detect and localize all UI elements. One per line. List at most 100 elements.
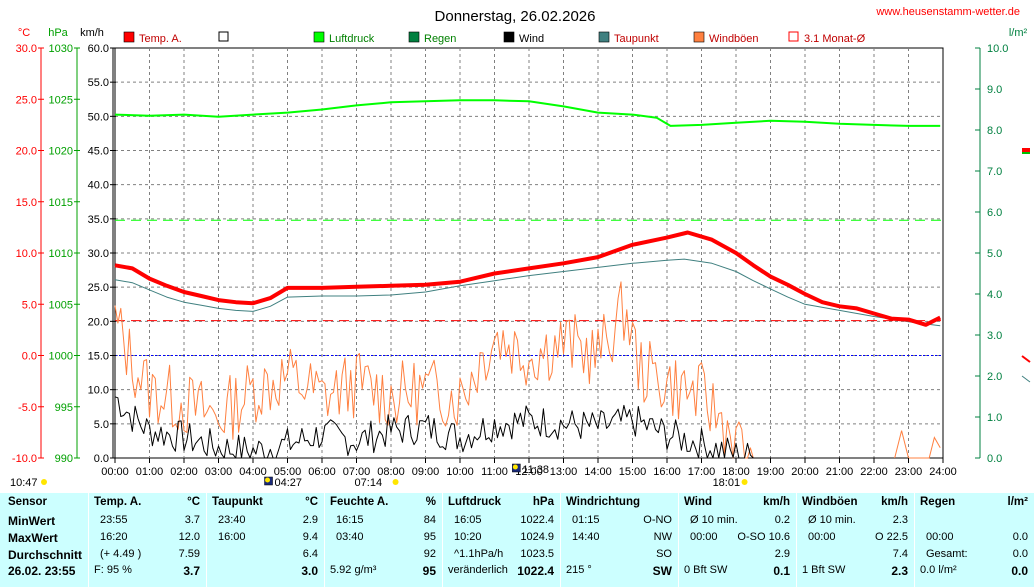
axis-x-label: 21:00 xyxy=(826,466,854,478)
stats-value: 9.4 xyxy=(302,531,318,543)
weather-chart: Donnerstag, 26.02.2026 www.heusenstamm-w… xyxy=(10,6,1031,489)
stats-value: 2.3 xyxy=(891,564,908,578)
series-windboeen-tail xyxy=(894,430,941,459)
stats-note: 00:00 xyxy=(690,531,718,543)
stats-value: 1022.4 xyxy=(520,514,554,526)
axis-wind-label: 35.0 xyxy=(88,214,109,226)
stats-column: Luftdruck hPa 16:05 1022.4 10:20 1024.9 ^1.1hP… xyxy=(442,493,560,587)
trend-indicator xyxy=(1021,375,1031,383)
axis-x-label: 19:00 xyxy=(757,466,785,478)
stats-note: 10:20 xyxy=(454,531,482,543)
axis-x-label: 15:00 xyxy=(619,466,647,478)
axis-wind-label: 25.0 xyxy=(88,282,109,294)
stats-note: veränderlich xyxy=(448,564,508,576)
axis-rain-label: 0.0 xyxy=(987,453,1002,465)
stats-note: 03:40 xyxy=(336,531,364,543)
marker-time: 10:47 xyxy=(10,477,38,489)
stats-value: 7.59 xyxy=(178,548,200,560)
axis-x-label: 17:00 xyxy=(688,466,716,478)
stats-value: 1022.4 xyxy=(517,564,554,578)
stats-header: Temp. A. xyxy=(94,496,142,508)
site-link[interactable]: www.heusenstamm-wetter.de xyxy=(875,6,1020,18)
stats-note: 00:00 xyxy=(926,531,954,543)
stats-header: Windböen xyxy=(802,496,858,508)
stats-note: 16:20 xyxy=(100,531,128,543)
stats-note: 00:00 xyxy=(808,531,836,543)
stats-separator xyxy=(914,493,915,587)
legend-label: Wind xyxy=(519,33,544,45)
stats-note: 5.92 g/m³ xyxy=(330,564,377,576)
axis-pressure-label: 990 xyxy=(55,453,73,465)
axis-x-label: 05:00 xyxy=(274,466,302,478)
stats-value: 0.2 xyxy=(774,514,790,526)
axis-rain-label: 5.0 xyxy=(987,248,1002,260)
axis-x-label: 01:00 xyxy=(136,466,164,478)
series-luftdruck xyxy=(114,99,941,127)
legend-label: Windböen xyxy=(709,33,759,45)
stats-column: Taupunkt °C 23:40 2.9 16:00 9.4 6.4 3.0 xyxy=(206,493,324,587)
stats-note: Gesamt: xyxy=(926,548,968,560)
axis-rain-label: 2.0 xyxy=(987,371,1002,383)
stats-value: 12.0 xyxy=(178,531,200,543)
axis-temp-label: 20.0 xyxy=(16,146,37,158)
stats-value: 3.7 xyxy=(184,514,200,526)
axis-temp-label: 15.0 xyxy=(16,197,37,209)
stats-header: Luftdruck xyxy=(448,496,502,508)
unit-pressure: hPa xyxy=(48,27,68,39)
stats-column: Feuchte A.% 16:15 84 03:40 95 92 5.92 g/m³ 95 xyxy=(324,493,442,587)
axis-rain-label: 3.0 xyxy=(987,330,1002,342)
stats-value: O-SO 10.6 xyxy=(737,531,790,543)
legend-swatch xyxy=(693,31,705,43)
stats-row-label: MinWert xyxy=(8,514,56,528)
legend-swatch xyxy=(123,31,135,43)
axis-x-label: 08:00 xyxy=(377,466,405,478)
stats-note: (+ 4.49 ) xyxy=(100,548,142,560)
axis-x-label: 14:00 xyxy=(584,466,612,478)
axis-wind-label: 50.0 xyxy=(88,111,109,123)
stats-column: Temp. A. °C 23:55 3.7 16:20 12.0 (+ 4.49 ) 7.59… xyxy=(88,493,206,587)
axis-temp-label: 5.0 xyxy=(22,299,37,311)
legend-swatch xyxy=(788,31,799,42)
legend-label: Regen xyxy=(424,33,456,45)
marker-time: 04:27 xyxy=(275,477,303,489)
axis-pressure-label: 1025 xyxy=(49,94,73,106)
axis-x-label: 24:00 xyxy=(929,466,957,478)
unit-wind: km/h xyxy=(80,27,104,39)
sun-icon xyxy=(741,479,748,485)
axis-x-label: 07:00 xyxy=(343,466,371,478)
axis-pressure-label: 1000 xyxy=(49,351,73,363)
marker-time: 07:14 xyxy=(355,477,383,489)
axis-x-label: 06:00 xyxy=(308,466,336,478)
stats-row-label: Durchschnitt xyxy=(8,548,83,562)
stats-column: Windrichtung 01:15 O-NO 14:40 NW SO 215 ° SW xyxy=(560,493,678,587)
axis-x-label: 16:00 xyxy=(653,466,681,478)
axis-x-label: 09:00 xyxy=(412,466,440,478)
axis-rain-label: 6.0 xyxy=(987,207,1002,219)
axis-x-label: 12:00 xyxy=(515,466,543,478)
axis-rain-label: 1.0 xyxy=(987,412,1002,424)
stats-note: 16:05 xyxy=(454,514,482,526)
chart-axes: -10.0 -5.0 0.0 5.0 10.0 15.0 20.0 25.0 30.0 990 99… xyxy=(12,43,1009,478)
stats-separator xyxy=(678,493,679,587)
marker-time: 18:01 xyxy=(713,477,741,489)
stats-separator xyxy=(796,493,797,587)
unit-temp: °C xyxy=(18,27,30,39)
axis-wind-label: 40.0 xyxy=(88,180,109,192)
stats-header-unit: hPa xyxy=(532,496,554,508)
stats-separator xyxy=(88,493,89,587)
axis-x-label: 00:00 xyxy=(101,466,129,478)
stats-note: 23:40 xyxy=(218,514,246,526)
stats-value: NW xyxy=(653,531,672,543)
stats-value: SO xyxy=(656,548,672,560)
stats-header: Feuchte A. xyxy=(330,496,389,508)
stats-value: 2.9 xyxy=(774,548,790,560)
stats-value: 0.0 xyxy=(1011,564,1028,578)
stats-header-unit: l/m² xyxy=(1007,496,1028,508)
stats-footer-label: 26.02. 23:55 xyxy=(8,564,76,578)
axis-rain-label: 7.0 xyxy=(987,166,1002,178)
stats-value: 2.3 xyxy=(892,514,908,526)
axis-rain-label: 8.0 xyxy=(987,125,1002,137)
axis-x-label: 04:00 xyxy=(239,466,267,478)
stats-separator xyxy=(442,493,443,587)
series-temp-a xyxy=(114,230,942,327)
